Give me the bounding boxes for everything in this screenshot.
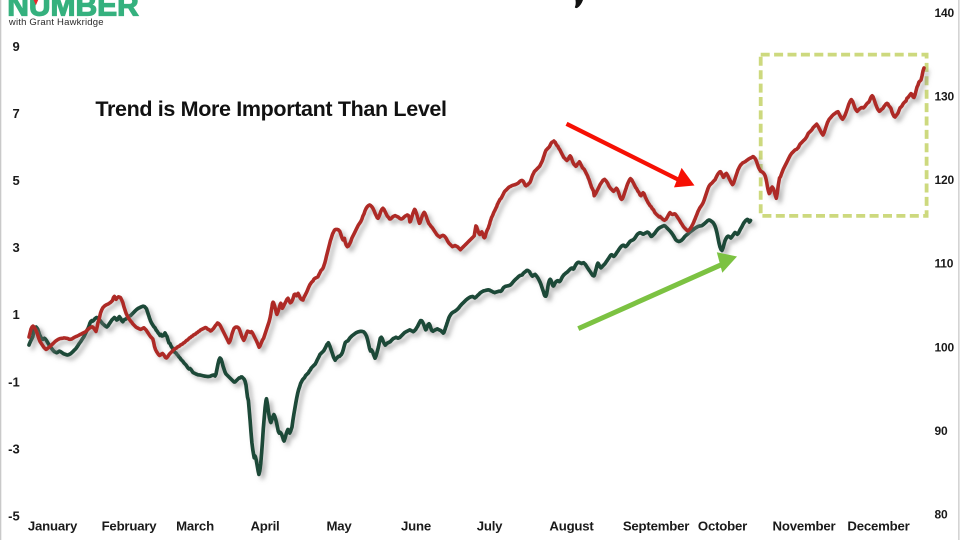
svg-text:December: December: [847, 519, 909, 534]
svg-text:NUMBER: NUMBER: [7, 0, 139, 23]
svg-text:February: February: [102, 519, 158, 534]
svg-text:-5: -5: [8, 508, 20, 523]
svg-text:June: June: [401, 519, 431, 534]
svg-text:120: 120: [935, 173, 955, 187]
svg-text:July: July: [477, 519, 503, 534]
svg-text:March: March: [176, 519, 214, 534]
svg-text:with Grant Hawkridge: with Grant Hawkridge: [8, 17, 104, 28]
svg-text:January: January: [28, 519, 78, 534]
svg-text:80: 80: [935, 508, 948, 522]
svg-text:110: 110: [935, 257, 954, 271]
svg-text:140: 140: [935, 6, 955, 20]
svg-text:September: September: [623, 519, 689, 534]
svg-text:9: 9: [12, 39, 19, 54]
svg-text:May: May: [326, 519, 352, 534]
svg-text:100: 100: [935, 340, 955, 354]
svg-text:April: April: [250, 519, 279, 534]
svg-text:130: 130: [935, 90, 955, 104]
svg-text:August: August: [549, 519, 594, 534]
svg-text:7: 7: [12, 106, 19, 121]
svg-text:-1: -1: [8, 374, 20, 389]
svg-text:1: 1: [12, 307, 19, 322]
svg-text:5: 5: [12, 173, 19, 188]
svg-text:November: November: [773, 519, 836, 534]
svg-text:-3: -3: [8, 441, 20, 456]
svg-text:90: 90: [935, 424, 948, 438]
svg-text:Trend is More Important Than L: Trend is More Important Than Level: [95, 97, 446, 121]
svg-text:3: 3: [12, 240, 19, 255]
svg-text:October: October: [698, 519, 747, 534]
